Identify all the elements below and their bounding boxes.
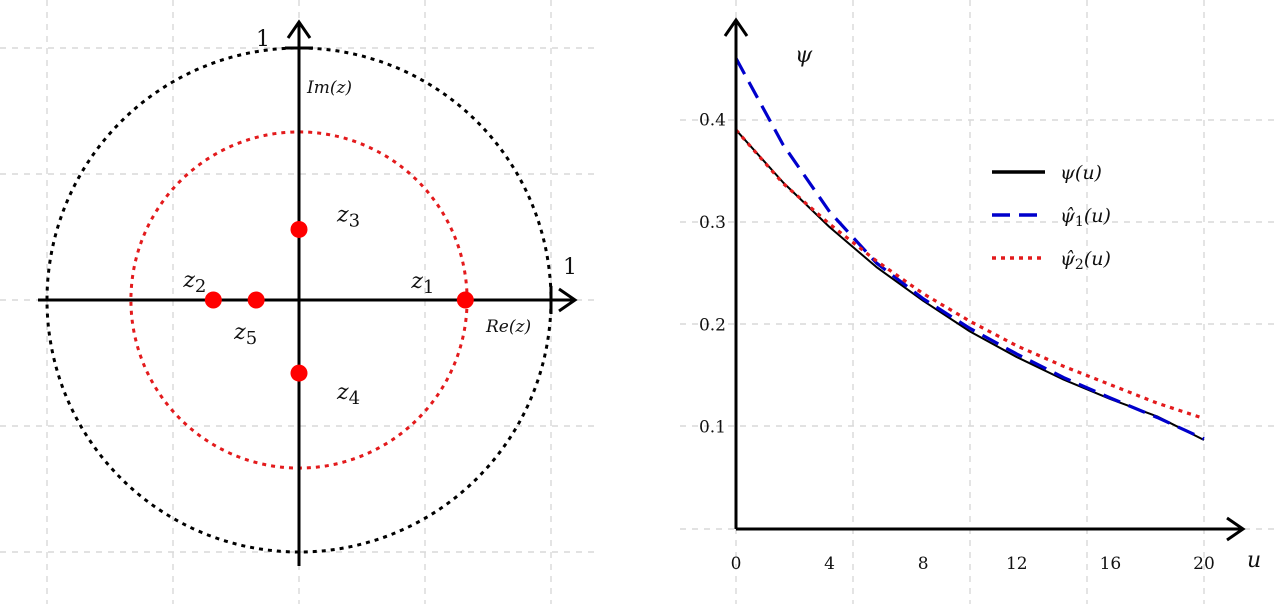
x-axis-label: u xyxy=(1247,548,1261,573)
root-point-z3 xyxy=(290,220,308,238)
x-tick-label: 12 xyxy=(1006,554,1028,574)
root-label-z2: z2 xyxy=(182,268,206,297)
x-tick-label: 8 xyxy=(918,554,929,574)
root-point-z1 xyxy=(456,291,474,309)
imag-axis-end-label: 1 xyxy=(256,27,270,52)
complex-plane-panel: 1 1 Re(z) Im(z) z1 z2 z3 z4 z5 xyxy=(0,0,600,604)
series-line-1 xyxy=(735,129,1205,441)
imag-axis-arrow xyxy=(286,19,312,39)
x-tick-labels: 0 4 8 12 16 20 xyxy=(731,554,1215,574)
root-label-z3: z3 xyxy=(336,202,360,231)
line-chart-panel: 0 4 8 12 16 20 0.1 0.2 0.3 0.4 ψ u ψ(u) ψ̂1(u) ψ̂2… xyxy=(680,0,1278,604)
y-tick-label: 0.2 xyxy=(699,315,726,335)
legend: ψ(u) ψ̂1(u) ψ̂2(u) xyxy=(992,162,1111,273)
x-tick-label: 0 xyxy=(731,554,742,574)
right-grid xyxy=(680,0,1278,604)
y-tick-label: 0.4 xyxy=(699,111,726,131)
root-point-z5 xyxy=(247,291,265,309)
legend-label-3: ψ̂2(u) xyxy=(1060,248,1111,273)
root-label-z1: z1 xyxy=(410,269,434,298)
x-tick-label: 16 xyxy=(1100,554,1122,574)
real-axis-end-label: 1 xyxy=(563,255,577,280)
imag-axis-label: Im(z) xyxy=(306,78,352,98)
legend-label-2: ψ̂1(u) xyxy=(1060,205,1111,230)
series-layer xyxy=(734,57,1205,441)
x-axis-arrow xyxy=(1226,516,1246,542)
real-axis-label: Re(z) xyxy=(485,317,531,337)
legend-label-1: ψ(u) xyxy=(1060,162,1102,184)
root-label-z5: z5 xyxy=(233,320,257,349)
y-axis-arrow xyxy=(723,17,749,37)
y-axis-label: ψ xyxy=(795,43,813,68)
x-tick-label: 20 xyxy=(1193,554,1215,574)
root-point-z2 xyxy=(204,291,222,309)
y-tick-labels: 0.1 0.2 0.3 0.4 xyxy=(699,111,726,438)
root-point-z4 xyxy=(290,364,308,382)
roots-layer: z1 z2 z3 z4 z5 xyxy=(182,202,474,409)
real-axis-arrow xyxy=(558,287,578,313)
series-line-2 xyxy=(734,57,1205,441)
x-tick-label: 4 xyxy=(824,554,835,574)
y-tick-label: 0.1 xyxy=(699,418,726,438)
y-tick-label: 0.3 xyxy=(699,213,726,233)
root-label-z4: z4 xyxy=(336,380,360,409)
